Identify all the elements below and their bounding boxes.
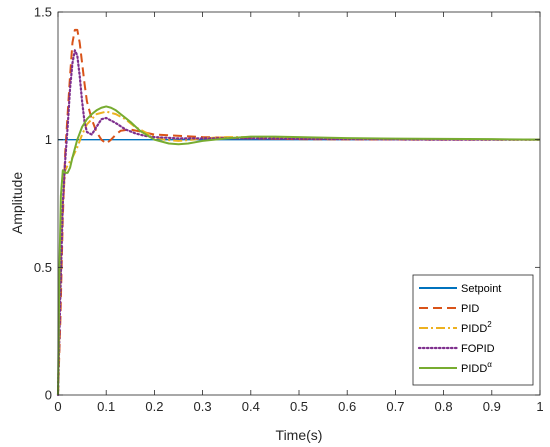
legend-label-3: FOPID	[461, 343, 495, 355]
y-tick-label: 1	[45, 132, 52, 147]
x-tick-label: 0	[54, 399, 61, 414]
x-tick-label: 0.3	[194, 399, 212, 414]
x-tick-label: 0.4	[242, 399, 260, 414]
legend: Setpoint PID PIDD2 FOPID PIDDα	[412, 274, 534, 386]
legend-label-superscript: α	[487, 360, 492, 369]
x-axis-title: Time(s)	[276, 427, 323, 443]
legend-label-2: PIDD2	[461, 320, 492, 335]
legend-label-4: PIDDα	[461, 360, 492, 375]
series-line-3	[56, 49, 542, 397]
y-tick-label: 0	[45, 388, 52, 403]
y-tick-label: 0.5	[34, 260, 52, 275]
x-tick-label: 0.9	[483, 399, 501, 414]
series-line-4	[57, 105, 541, 396]
legend-box	[412, 274, 534, 386]
ticks-layer: 0 0.1 0.2 0.3 0.4 0.5 0.6 0.7 0.8 0.9 1 0 0.5 1 1.5	[34, 5, 544, 415]
x-tick-label: 1	[536, 399, 543, 414]
y-tick-label: 1.5	[34, 5, 52, 20]
series-layer	[56, 28, 542, 397]
x-tick-label: 0.1	[97, 399, 115, 414]
x-tick-label: 0.7	[386, 399, 404, 414]
y-axis-title: Amplitude	[9, 172, 25, 234]
x-tick-label: 0.5	[290, 399, 308, 414]
legend-label-superscript: 2	[487, 320, 492, 329]
legend-label-0: Setpoint	[461, 283, 501, 295]
x-tick-label: 0.6	[338, 399, 356, 414]
x-tick-label: 0.2	[145, 399, 163, 414]
legend-label-1: PID	[461, 303, 479, 315]
x-tick-label: 0.8	[435, 399, 453, 414]
